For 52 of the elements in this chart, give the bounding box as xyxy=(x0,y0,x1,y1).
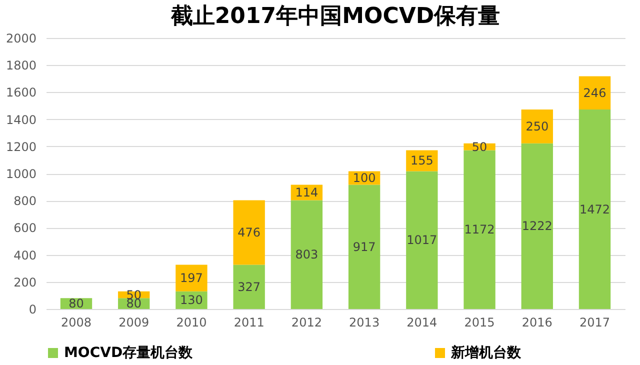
data-label: 1172 xyxy=(464,222,495,237)
bar xyxy=(464,150,496,309)
bar xyxy=(578,110,611,309)
x-tick-label: 2015 xyxy=(464,316,495,330)
x-tick-label: 2009 xyxy=(118,316,150,330)
data-label: 155 xyxy=(410,154,434,168)
data-label: 476 xyxy=(238,225,261,240)
data-label: 246 xyxy=(583,86,606,100)
data-label: 1472 xyxy=(579,202,610,216)
y-tick-label: 1400 xyxy=(6,112,36,127)
bar xyxy=(348,184,380,309)
data-label: 1017 xyxy=(406,233,438,248)
bar xyxy=(233,264,265,309)
y-tick-label: 400 xyxy=(14,248,36,262)
bar xyxy=(406,171,438,309)
y-tick-label: 1800 xyxy=(6,58,36,73)
data-label: 1222 xyxy=(522,219,552,234)
y-tick-label: 600 xyxy=(14,221,36,236)
bar xyxy=(290,200,323,309)
bar xyxy=(521,110,553,144)
x-tick-label: 2017 xyxy=(579,316,610,330)
data-label: 197 xyxy=(180,271,203,286)
y-tick-label: 0 xyxy=(28,302,36,316)
data-label: 50 xyxy=(472,140,488,154)
data-label: 327 xyxy=(238,280,261,294)
y-tick-label: 1600 xyxy=(6,86,36,100)
data-label: 250 xyxy=(526,119,549,134)
data-label: 114 xyxy=(295,185,318,200)
x-tick-label: 2010 xyxy=(176,316,207,330)
bar xyxy=(176,264,208,292)
data-label: 917 xyxy=(352,240,376,254)
x-tick-label: 2012 xyxy=(291,316,322,330)
bar xyxy=(521,143,553,309)
bar xyxy=(233,200,265,265)
x-tick-label: 2014 xyxy=(406,316,438,330)
legend-label: 新增机台数 xyxy=(450,344,522,361)
data-label: 803 xyxy=(295,248,318,262)
data-label: 130 xyxy=(180,293,203,308)
x-tick-label: 2011 xyxy=(234,316,264,330)
chart-title: 截止2017年中国MOCVD保有量 xyxy=(170,4,500,29)
y-tick-label: 800 xyxy=(14,194,36,208)
x-tick-label: 2013 xyxy=(349,316,380,330)
data-label: 100 xyxy=(352,170,376,185)
x-tick-label: 2016 xyxy=(522,316,552,330)
bar xyxy=(578,76,611,110)
x-tick-label: 2008 xyxy=(60,316,92,330)
legend-label: MOCVD存量机台数 xyxy=(64,345,194,361)
y-tick-label: 1000 xyxy=(6,167,36,181)
y-tick-label: 200 xyxy=(14,275,36,290)
data-label: 80 xyxy=(68,296,84,311)
y-tick-label: 2000 xyxy=(6,32,36,46)
y-tick-label: 1200 xyxy=(6,140,36,154)
